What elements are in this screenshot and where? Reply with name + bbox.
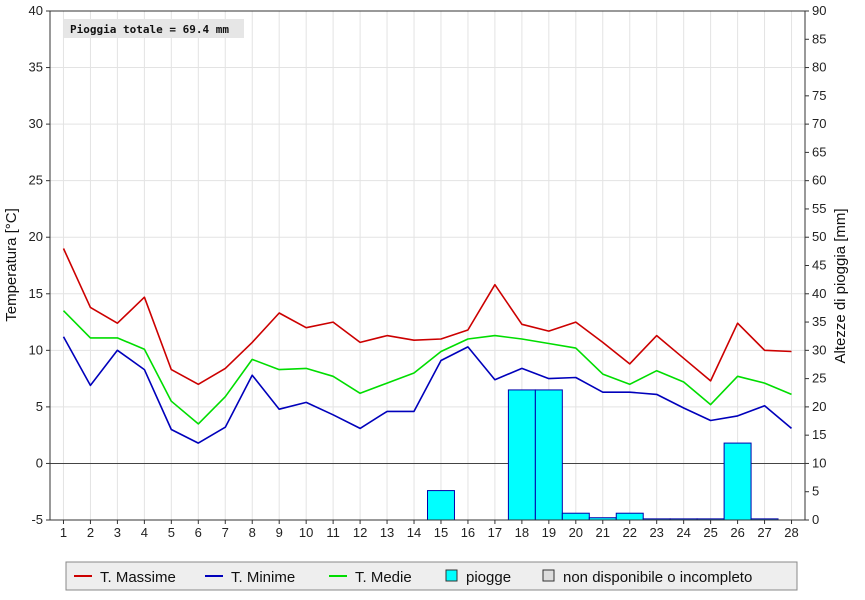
x-tick-label: 2 <box>87 525 94 540</box>
plot-border <box>49 10 806 521</box>
rain-bar-day-22 <box>615 512 644 521</box>
x-tick-label: 13 <box>380 525 394 540</box>
rain-bars <box>427 389 779 521</box>
x-tick-label: 16 <box>461 525 475 540</box>
plot-frame <box>49 10 806 521</box>
legend-entry-1: T. Massime <box>74 569 176 586</box>
x-tick-label: 26 <box>730 525 744 540</box>
y2-tick-label: 25 <box>812 371 826 386</box>
y2-tick-label: 50 <box>812 229 826 244</box>
legend-entry-5: non disponibile o incompleto <box>542 569 752 586</box>
y2-tick-label: 65 <box>812 144 826 159</box>
y-tick-label: 20 <box>29 229 43 244</box>
legend-label: non disponibile o incompleto <box>563 569 752 586</box>
series-line-t-medie <box>62 310 792 425</box>
x-tick-label: 21 <box>596 525 610 540</box>
x-tick-label: 18 <box>515 525 529 540</box>
rain-bar-day-19 <box>534 389 563 521</box>
x-tick-label: 6 <box>195 525 202 540</box>
x-tick-label: 1 <box>60 525 67 540</box>
x-tick-label: 24 <box>676 525 690 540</box>
y2-tick-label: 85 <box>812 31 826 46</box>
x-tick-label: 14 <box>407 525 421 540</box>
series-line-t-minime <box>62 336 793 444</box>
y2-tick-label: 40 <box>812 286 826 301</box>
legend-label: T. Medie <box>355 569 412 586</box>
y2-tick-label: 45 <box>812 258 826 273</box>
x-tick-label: 7 <box>222 525 229 540</box>
y-axis-label: Temperatura [°C] <box>3 208 20 322</box>
rain-bar-day-18 <box>507 389 536 521</box>
x-tick-label: 15 <box>434 525 448 540</box>
x-tick-label: 12 <box>353 525 367 540</box>
grid <box>50 10 805 521</box>
total-rain-text: Pioggia totale = 69.4 mm <box>70 23 229 36</box>
x-tick-label: 23 <box>649 525 663 540</box>
y2-tick-label: 35 <box>812 314 826 329</box>
legend: T. Massime T. Minime T. Medie piogge non dis… <box>65 561 798 591</box>
y2-tick-label: 75 <box>812 88 826 103</box>
x-tick-label: 27 <box>757 525 771 540</box>
y2-tick-label: 15 <box>812 427 826 442</box>
rain-bar-day-26 <box>723 442 752 521</box>
y-tick-label: 30 <box>29 116 43 131</box>
y2-tick-label: 70 <box>812 116 826 131</box>
x-tick-label: 19 <box>542 525 556 540</box>
rain-bar-day-20 <box>561 512 590 521</box>
y-tick-label: 5 <box>36 399 43 414</box>
temperature-lines <box>62 248 793 444</box>
legend-entry-4: piogge <box>445 569 511 586</box>
x-tick-label: 9 <box>276 525 283 540</box>
y-tick-label: 15 <box>29 286 43 301</box>
rain-bar-day-15 <box>427 490 455 521</box>
y-tick-label: 0 <box>36 455 43 470</box>
legend-entry-3: T. Medie <box>329 569 412 586</box>
x-tick-label: 28 <box>784 525 798 540</box>
legend-label: piogge <box>466 569 511 586</box>
tick-labels: -505101520253035400510152025303540455055… <box>29 3 827 540</box>
y2-axis-label: Altezze di pioggia [mm] <box>832 208 849 363</box>
y-tick-label: 25 <box>29 173 43 188</box>
y2-tick-label: 80 <box>812 60 826 75</box>
x-tick-label: 8 <box>249 525 256 540</box>
y2-tick-label: 90 <box>812 3 826 18</box>
x-tick-label: 22 <box>622 525 636 540</box>
x-tick-label: 20 <box>569 525 583 540</box>
legend-swatch-box <box>542 569 555 582</box>
y-tick-label: -5 <box>31 512 43 527</box>
y-tick-label: 35 <box>29 60 43 75</box>
series-line-t-massime <box>62 248 792 386</box>
y2-tick-label: 20 <box>812 399 826 414</box>
x-tick-label: 11 <box>326 525 340 540</box>
legend-label: T. Minime <box>231 569 295 586</box>
y-tick-label: 10 <box>29 342 43 357</box>
legend-entry-2: T. Minime <box>205 569 295 586</box>
y2-tick-label: 60 <box>812 173 826 188</box>
x-tick-label: 5 <box>168 525 175 540</box>
x-tick-label: 10 <box>299 525 313 540</box>
total-rain-annotation: Pioggia totale = 69.4 mm <box>64 19 244 38</box>
y2-tick-label: 0 <box>812 512 819 527</box>
legend-swatch-box <box>445 569 458 582</box>
x-tick-label: 3 <box>114 525 121 540</box>
y2-tick-label: 30 <box>812 342 826 357</box>
x-tick-label: 25 <box>703 525 717 540</box>
y2-tick-label: 10 <box>812 455 826 470</box>
legend-label: T. Massime <box>100 569 176 586</box>
y2-tick-label: 5 <box>812 484 819 499</box>
y2-tick-label: 55 <box>812 201 826 216</box>
x-tick-label: 4 <box>141 525 148 540</box>
x-tick-label: 17 <box>488 525 502 540</box>
y-tick-label: 40 <box>29 3 43 18</box>
